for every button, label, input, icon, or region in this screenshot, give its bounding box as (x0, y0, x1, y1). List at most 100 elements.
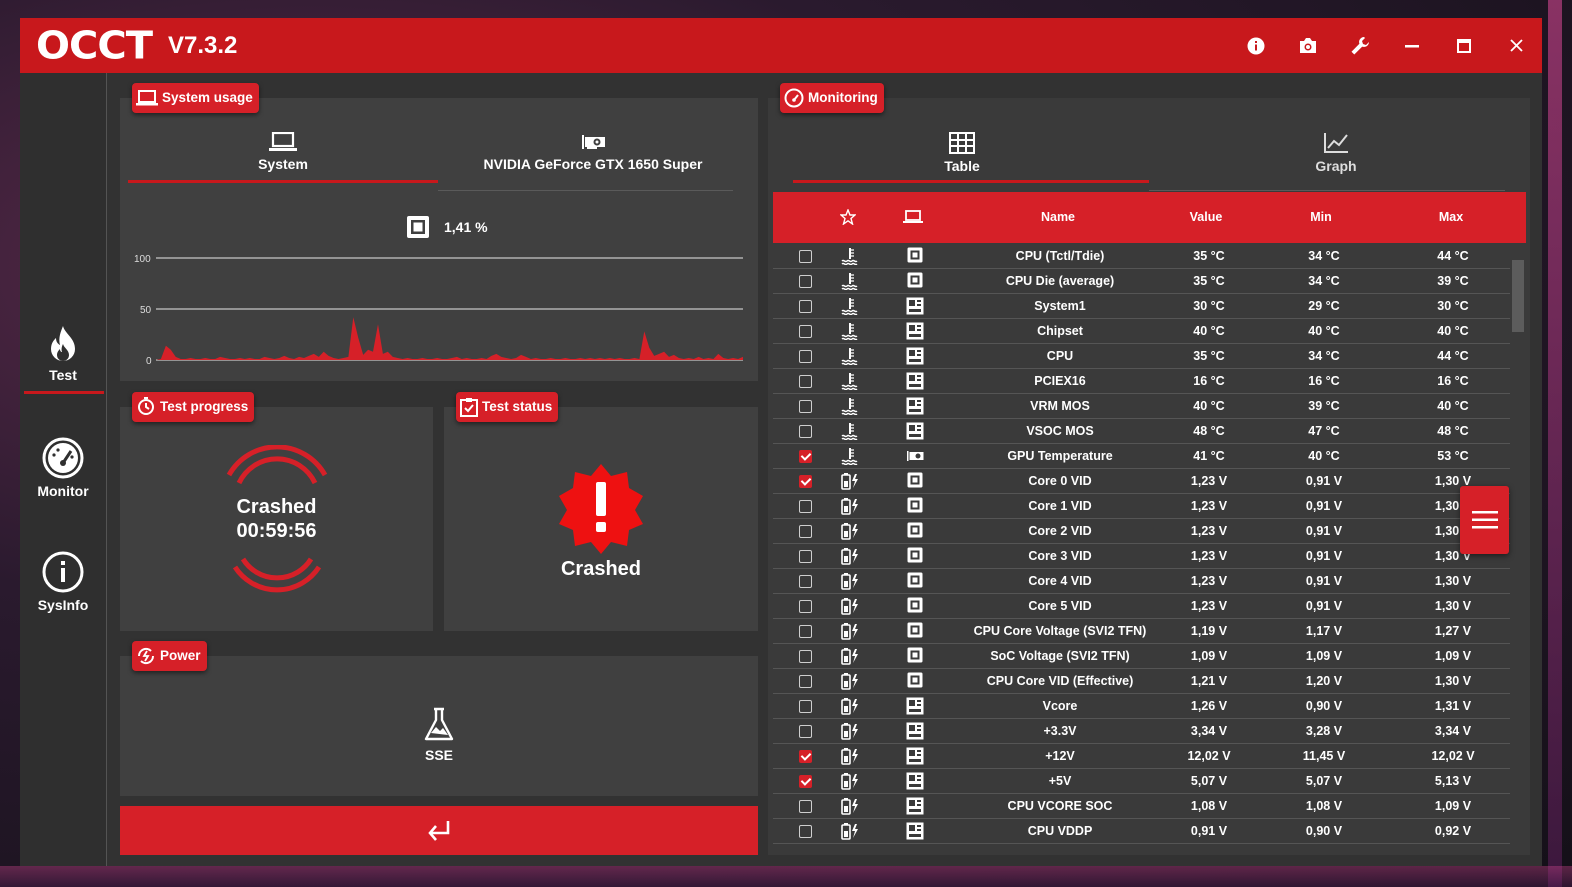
screenshot-button[interactable] (1282, 18, 1334, 73)
row-checkbox[interactable] (799, 575, 812, 588)
row-checkbox[interactable] (799, 700, 812, 713)
table-row[interactable]: Core 0 VID 1,23 V 0,91 V 1,30 V (773, 469, 1510, 494)
table-row[interactable]: +5V 5,07 V 5,07 V 5,13 V (773, 769, 1510, 794)
row-checkbox-cell[interactable] (783, 469, 828, 493)
info-button[interactable] (1230, 18, 1282, 73)
row-checkbox-cell[interactable] (783, 644, 828, 668)
power-mode[interactable]: SSE (399, 707, 479, 765)
table-row[interactable]: CPU Die (average) 35 °C 34 °C 39 °C (773, 269, 1510, 294)
start-test-button[interactable] (120, 806, 758, 855)
table-row[interactable]: CPU (Tctl/Tdie) 35 °C 34 °C 44 °C (773, 244, 1510, 269)
row-checkbox-cell[interactable] (783, 544, 828, 568)
table-row[interactable]: Core 4 VID 1,23 V 0,91 V 1,30 V (773, 569, 1510, 594)
header-source[interactable] (888, 192, 938, 243)
row-checkbox-cell[interactable] (783, 444, 828, 468)
sensor-name: +3.3V (1043, 724, 1077, 738)
header-min[interactable]: Min (1310, 210, 1332, 224)
sidebar-item-sysinfo[interactable]: SysInfo (20, 551, 106, 613)
row-checkbox[interactable] (799, 650, 812, 663)
row-checkbox-cell[interactable] (783, 344, 828, 368)
table-row[interactable]: GPU Temperature 41 °C 40 °C 53 °C (773, 444, 1510, 469)
row-checkbox-cell[interactable] (783, 594, 828, 618)
table-row[interactable]: VRM MOS 40 °C 39 °C 40 °C (773, 394, 1510, 419)
table-row[interactable]: +12V 12,02 V 11,45 V 12,02 V (773, 744, 1510, 769)
row-checkbox[interactable] (799, 550, 812, 563)
close-button[interactable] (1490, 18, 1542, 73)
table-row[interactable]: CPU VDDP 0,91 V 0,90 V 0,92 V (773, 819, 1510, 844)
row-checkbox-cell[interactable] (783, 569, 828, 593)
header-value[interactable]: Value (1189, 210, 1223, 224)
row-checkbox[interactable] (799, 475, 812, 488)
settings-button[interactable] (1334, 18, 1386, 73)
header-name[interactable]: Name (1040, 210, 1076, 224)
row-checkbox[interactable] (799, 275, 812, 288)
row-checkbox[interactable] (799, 500, 812, 513)
row-checkbox-cell[interactable] (783, 244, 828, 268)
table-row[interactable]: CPU Core VID (Effective) 1,21 V 1,20 V 1,30… (773, 669, 1510, 694)
row-checkbox[interactable] (799, 425, 812, 438)
row-checkbox[interactable] (799, 450, 812, 463)
row-checkbox-cell[interactable] (783, 394, 828, 418)
row-checkbox[interactable] (799, 350, 812, 363)
scrollbar-thumb[interactable] (1512, 260, 1524, 332)
table-row[interactable]: Vcore 1,26 V 0,90 V 1,31 V (773, 694, 1510, 719)
row-checkbox-cell[interactable] (783, 369, 828, 393)
table-row[interactable]: VSOC MOS 48 °C 47 °C 48 °C (773, 419, 1510, 444)
table-row[interactable]: CPU 35 °C 34 °C 44 °C (773, 344, 1510, 369)
row-checkbox[interactable] (799, 375, 812, 388)
table-row[interactable]: CPU Core Voltage (SVI2 TFN) 1,19 V 1,17 V 1… (773, 619, 1510, 644)
row-checkbox-cell[interactable] (783, 669, 828, 693)
row-checkbox[interactable] (799, 625, 812, 638)
table-row[interactable]: Core 3 VID 1,23 V 0,91 V 1,30 V (773, 544, 1510, 569)
menu-fab-button[interactable] (1460, 486, 1509, 554)
table-row[interactable]: CPU VCORE SOC 1,08 V 1,08 V 1,09 V (773, 794, 1510, 819)
row-checkbox-cell[interactable] (783, 819, 828, 843)
row-checkbox[interactable] (799, 250, 812, 263)
row-checkbox[interactable] (799, 825, 812, 838)
laptop-icon (903, 210, 923, 223)
row-checkbox-cell[interactable] (783, 319, 828, 343)
row-checkbox[interactable] (799, 525, 812, 538)
table-row[interactable]: System1 30 °C 29 °C 30 °C (773, 294, 1510, 319)
row-checkbox-cell[interactable] (783, 769, 828, 793)
tab-gpu[interactable]: NVIDIA GeForce GTX 1650 Super (438, 132, 748, 172)
minimize-button[interactable] (1386, 18, 1438, 73)
sidebar-item-test[interactable]: Test (20, 325, 106, 383)
row-checkbox-cell[interactable] (783, 619, 828, 643)
table-row[interactable]: +3.3V 3,34 V 3,28 V 3,34 V (773, 719, 1510, 744)
table-row[interactable]: Core 5 VID 1,23 V 0,91 V 1,30 V (773, 594, 1510, 619)
table-row[interactable]: Core 2 VID 1,23 V 0,91 V 1,30 V (773, 519, 1510, 544)
tab-system[interactable]: System (128, 132, 438, 172)
table-scrollbar[interactable] (1510, 244, 1526, 851)
header-favorite[interactable] (823, 192, 873, 243)
row-checkbox-cell[interactable] (783, 419, 828, 443)
row-checkbox-cell[interactable] (783, 719, 828, 743)
row-checkbox-cell[interactable] (783, 494, 828, 518)
background-streak (1548, 0, 1562, 887)
sidebar-item-monitor[interactable]: Monitor (20, 437, 106, 499)
sensor-type-cell (825, 719, 875, 743)
row-checkbox-cell[interactable] (783, 519, 828, 543)
row-checkbox[interactable] (799, 325, 812, 338)
maximize-button[interactable] (1438, 18, 1490, 73)
row-checkbox[interactable] (799, 775, 812, 788)
row-checkbox[interactable] (799, 300, 812, 313)
row-checkbox-cell[interactable] (783, 269, 828, 293)
row-checkbox[interactable] (799, 750, 812, 763)
tab-table[interactable]: Table (775, 132, 1149, 174)
header-max[interactable]: Max (1438, 210, 1464, 224)
table-row[interactable]: PCIEX16 16 °C 16 °C 16 °C (773, 369, 1510, 394)
row-checkbox-cell[interactable] (783, 744, 828, 768)
table-row[interactable]: SoC Voltage (SVI2 TFN) 1,09 V 1,09 V 1,09 V (773, 644, 1510, 669)
row-checkbox[interactable] (799, 400, 812, 413)
row-checkbox-cell[interactable] (783, 794, 828, 818)
row-checkbox-cell[interactable] (783, 294, 828, 318)
row-checkbox[interactable] (799, 675, 812, 688)
table-row[interactable]: Core 1 VID 1,23 V 0,91 V 1,30 V (773, 494, 1510, 519)
row-checkbox[interactable] (799, 725, 812, 738)
row-checkbox[interactable] (799, 800, 812, 813)
row-checkbox-cell[interactable] (783, 694, 828, 718)
table-row[interactable]: Chipset 40 °C 40 °C 40 °C (773, 319, 1510, 344)
tab-graph[interactable]: Graph (1149, 132, 1523, 174)
row-checkbox[interactable] (799, 600, 812, 613)
